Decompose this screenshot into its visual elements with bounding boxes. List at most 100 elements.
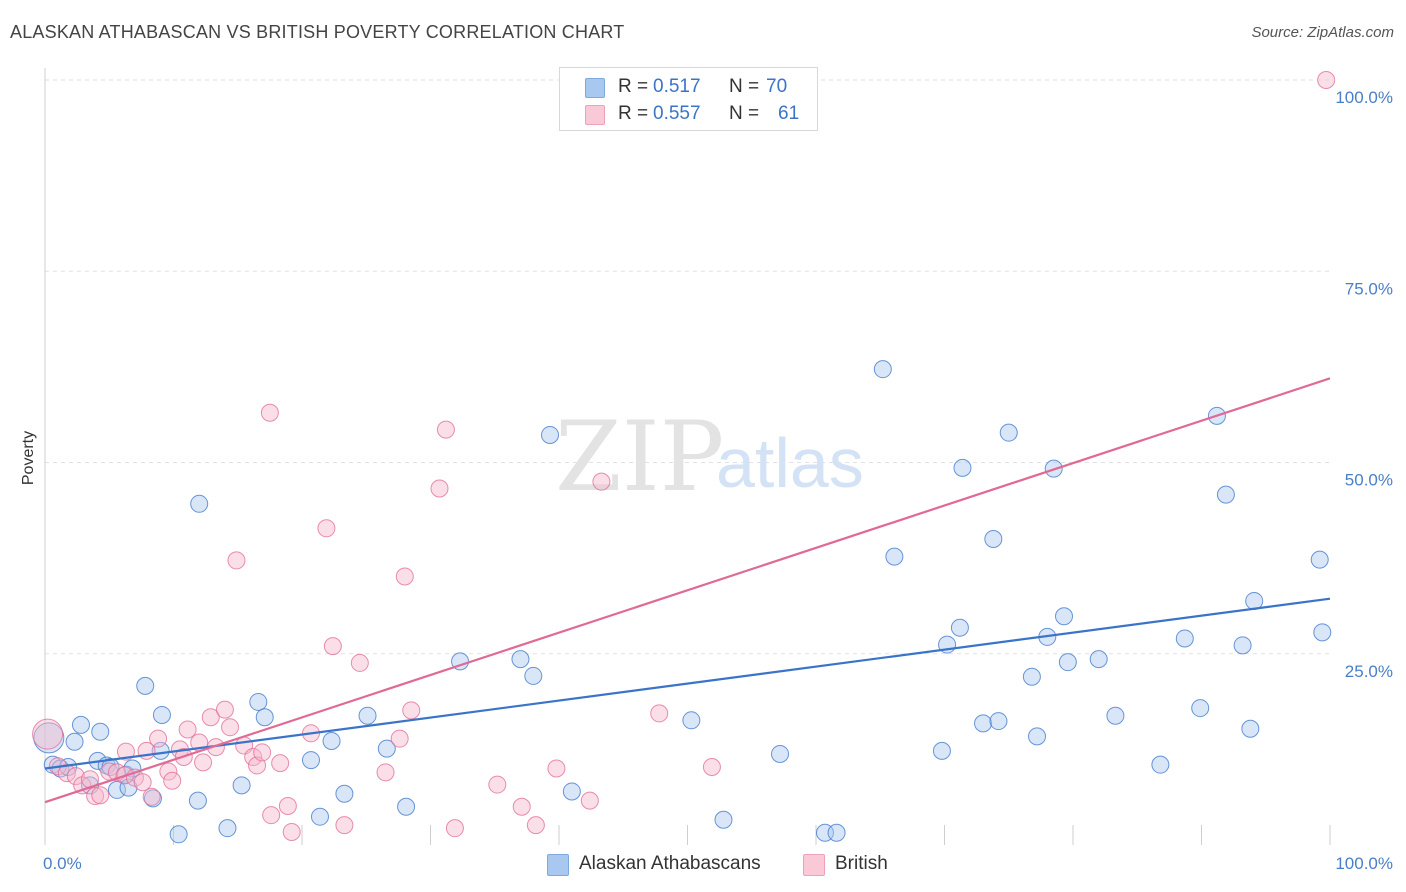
point-athabascan (397, 797, 416, 816)
point-athabascan (91, 722, 110, 741)
point-athabascan (1175, 629, 1194, 648)
y-tick-label: 75.0% (1345, 279, 1393, 298)
watermark-atlas: atlas (716, 424, 864, 502)
point-athabascan (524, 666, 543, 685)
legend-r-label: R = (618, 76, 649, 97)
chart-title: ALASKAN ATHABASCAN VS BRITISH POVERTY CO… (10, 22, 625, 42)
point-athabascan (119, 778, 138, 797)
point-british (116, 742, 135, 761)
point-athabascan (152, 705, 171, 724)
point-athabascan (950, 618, 969, 637)
point-athabascan (541, 425, 560, 444)
point-british (335, 816, 354, 835)
point-british (317, 519, 336, 538)
point-athabascan (1022, 667, 1041, 686)
point-athabascan (107, 780, 126, 799)
point-athabascan (953, 458, 972, 477)
point-athabascan (335, 784, 354, 803)
point-british (221, 718, 240, 737)
point-british (376, 763, 395, 782)
point-athabascan (71, 715, 90, 734)
point-athabascan (301, 751, 320, 770)
point-athabascan (249, 692, 268, 711)
point-athabascan (1055, 607, 1074, 626)
legend-n-value: 70 (766, 76, 788, 97)
point-british (436, 420, 455, 439)
legend-swatch-athabascan (585, 78, 605, 98)
point-athabascan (33, 722, 65, 754)
legend-n-label: N = (729, 103, 760, 124)
point-british (159, 762, 178, 781)
point-athabascan (358, 706, 377, 725)
point-british (194, 753, 213, 772)
point-athabascan (562, 782, 581, 801)
point-british (271, 754, 290, 773)
point-athabascan (1106, 706, 1125, 725)
point-british (282, 822, 301, 841)
point-athabascan (873, 360, 892, 379)
point-british (650, 704, 669, 723)
legend-n-value: 61 (778, 103, 800, 124)
trend-lines (44, 377, 1331, 804)
point-british (133, 773, 152, 792)
point-athabascan (989, 712, 1008, 731)
point-athabascan (188, 791, 207, 810)
point-athabascan (377, 739, 396, 758)
point-athabascan (1089, 650, 1108, 669)
trend-line-athabascan (44, 597, 1331, 770)
bottom-legend-label-british: British (835, 853, 888, 874)
point-british (66, 767, 85, 786)
point-british (702, 757, 721, 776)
point-athabascan (232, 776, 251, 795)
point-british (526, 816, 545, 835)
y-tick-label: 50.0% (1345, 471, 1393, 490)
point-athabascan (136, 676, 155, 695)
point-british (215, 700, 234, 719)
point-british (1317, 71, 1336, 89)
point-british (430, 479, 449, 498)
bottom-legend-label-athabascan: Alaskan Athabascans (579, 853, 761, 874)
point-athabascan (1313, 623, 1332, 642)
bottom-legend-swatch-athabascan (547, 854, 569, 876)
y-tick-label: 25.0% (1345, 662, 1393, 681)
point-athabascan (771, 744, 790, 763)
point-athabascan (1028, 727, 1047, 746)
point-athabascan (1216, 485, 1235, 504)
point-athabascan (322, 731, 341, 750)
point-british (512, 797, 531, 816)
point-athabascan (65, 732, 84, 751)
y-tick-label: 100.0% (1335, 88, 1393, 107)
watermark-zip: ZIP (555, 401, 724, 513)
point-athabascan (984, 530, 1003, 548)
point-british (91, 786, 110, 805)
point-athabascan (932, 741, 951, 760)
x-tick-label: 0.0% (43, 854, 82, 873)
point-british (488, 775, 507, 794)
point-british (149, 729, 168, 748)
point-athabascan (1151, 755, 1170, 774)
point-british (178, 720, 197, 739)
watermark: ZIP atlas (555, 401, 864, 513)
correlation-legend: R = 0.517 N = 70 R = 0.557 N = 61 (559, 67, 818, 131)
x-tick-label: 100.0% (1335, 854, 1393, 873)
point-british (323, 637, 342, 656)
point-british (445, 819, 464, 838)
point-british (580, 791, 599, 810)
axes (44, 68, 1331, 845)
point-british (390, 729, 409, 748)
tick-labels: 25.0% 50.0% 75.0% 100.0% 0.0% 100.0% (43, 88, 1393, 873)
point-british (253, 743, 272, 762)
legend-r-value: 0.557 (653, 103, 701, 124)
point-athabascan (1310, 550, 1329, 569)
y-axis-label: Poverty (20, 431, 37, 485)
point-british (201, 708, 220, 727)
point-athabascan (999, 423, 1018, 442)
point-athabascan (714, 810, 733, 829)
point-athabascan (827, 823, 846, 842)
point-athabascan (682, 711, 701, 730)
bottom-legend-swatch-british (803, 854, 825, 876)
point-british (86, 787, 105, 806)
point-british (350, 653, 369, 672)
point-british (262, 806, 281, 825)
